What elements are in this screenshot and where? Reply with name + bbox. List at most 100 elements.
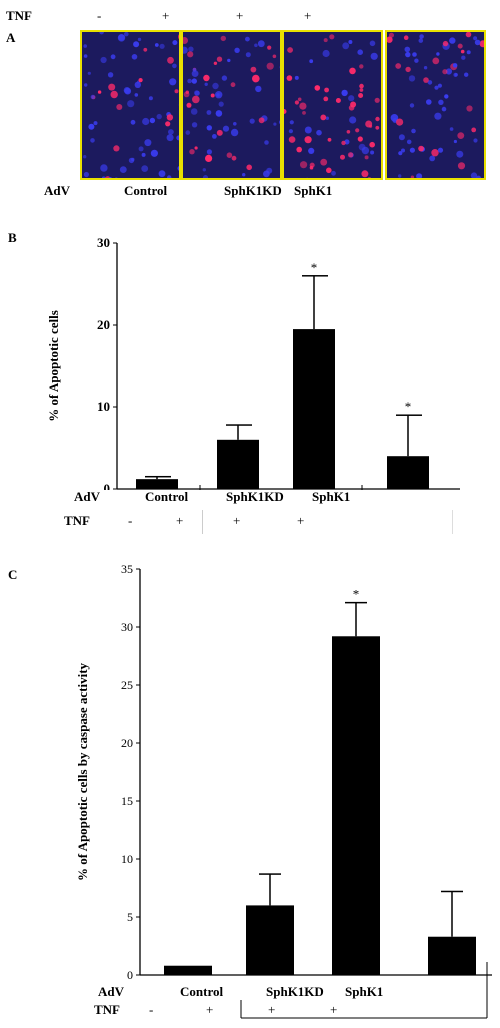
- nucleus: [194, 90, 200, 96]
- apoptotic-nucleus: [432, 57, 440, 65]
- apoptotic-nucleus: [405, 66, 411, 73]
- apoptotic-nucleus: [108, 83, 116, 91]
- nucleus: [461, 55, 466, 60]
- nucleus: [188, 46, 194, 52]
- panel-a-tnf-sign-1: -: [97, 8, 102, 23]
- apoptotic-nucleus: [166, 114, 174, 121]
- apoptotic-nucleus: [183, 37, 188, 44]
- nucleus: [426, 99, 432, 105]
- panel-c-tnf-sign-1: -: [149, 1002, 154, 1017]
- nucleus: [473, 138, 478, 143]
- apoptotic-nucleus: [442, 69, 448, 75]
- nucleus: [202, 168, 206, 172]
- bar: [387, 456, 429, 489]
- panel-b-chart: 0 10 20 30 % of Apoptotic cells * *: [46, 235, 460, 490]
- nucleus: [289, 120, 294, 125]
- nucleus: [115, 177, 118, 178]
- nucleus: [370, 52, 378, 60]
- nucleus: [141, 165, 149, 173]
- micrograph-sphk1kd-tnf: [282, 30, 383, 180]
- apoptotic-nucleus: [252, 74, 260, 83]
- apoptotic-nucleus: [286, 75, 293, 81]
- nucleus: [149, 117, 156, 124]
- nucleus: [370, 150, 375, 155]
- apoptotic-nucleus: [349, 67, 356, 75]
- nucleus: [263, 170, 270, 178]
- nucleus: [154, 43, 159, 47]
- nucleus: [150, 149, 158, 157]
- nucleus: [183, 46, 188, 54]
- apoptotic-nucleus: [387, 36, 393, 43]
- panel-c-tnf-sign-2: +: [206, 1002, 214, 1017]
- nucleus: [101, 176, 106, 178]
- nucleus: [427, 80, 433, 85]
- panel-c-tnf-label: TNF: [94, 1002, 120, 1017]
- apoptotic-nucleus: [284, 109, 287, 114]
- nucleus: [411, 128, 416, 134]
- nucleus: [445, 68, 452, 75]
- panel-a-tnf-sign-4: +: [304, 8, 312, 23]
- panel-a-tnf-sign-3: +: [236, 8, 244, 23]
- y-tick-label: 10: [97, 399, 110, 414]
- apoptotic-nucleus: [359, 64, 364, 69]
- apoptotic-nucleus: [431, 149, 439, 157]
- nucleus: [137, 37, 142, 42]
- apoptotic-nucleus: [466, 105, 473, 112]
- nucleus: [466, 50, 471, 55]
- nucleus: [254, 43, 258, 48]
- nucleus: [473, 36, 478, 41]
- nucleus: [437, 83, 442, 88]
- y-tick-label: 25: [121, 678, 133, 692]
- panel-c-bracket: [240, 962, 488, 1019]
- nucleus: [88, 123, 95, 130]
- panel-c-adv-label: AdV: [98, 984, 125, 999]
- nucleus: [409, 147, 415, 153]
- apoptotic-nucleus: [309, 162, 315, 168]
- panel-b-tnf-sign-1: -: [128, 513, 133, 528]
- nucleus: [398, 174, 402, 178]
- apoptotic-nucleus: [287, 47, 293, 53]
- nucleus: [401, 148, 405, 153]
- nucleus: [434, 112, 442, 120]
- nucleus: [212, 82, 219, 90]
- apoptotic-nucleus: [457, 132, 465, 139]
- nucleus: [191, 122, 198, 128]
- nucleus: [414, 58, 419, 63]
- nucleus: [100, 164, 108, 172]
- apoptotic-nucleus: [396, 118, 404, 126]
- apoptotic-nucleus: [138, 78, 143, 83]
- micrograph-control-tnf: [181, 30, 282, 180]
- nucleus: [406, 139, 412, 145]
- panel-a-adv-label: AdV: [44, 183, 71, 198]
- apoptotic-nucleus: [418, 145, 424, 152]
- nucleus: [100, 56, 107, 64]
- y-tick-label: 35: [121, 562, 133, 576]
- y-tick-label: 10: [121, 852, 133, 866]
- apoptotic-nucleus: [395, 63, 402, 69]
- nucleus: [158, 170, 166, 178]
- apoptotic-nucleus: [266, 62, 274, 70]
- nucleus: [148, 96, 153, 101]
- nucleus: [141, 152, 146, 157]
- panel-b-letter: B: [8, 230, 17, 245]
- apoptotic-nucleus: [300, 161, 308, 169]
- nucleus: [309, 59, 314, 64]
- nucleus: [107, 72, 114, 78]
- nucleus: [93, 121, 98, 126]
- apoptotic-nucleus: [323, 38, 328, 43]
- apoptotic-nucleus: [465, 32, 472, 38]
- panel-c-letter: C: [8, 567, 18, 582]
- apoptotic-nucleus: [460, 49, 465, 54]
- nucleus: [234, 47, 240, 53]
- panel-b-tnf-label: TNF: [64, 513, 90, 528]
- apoptotic-nucleus: [297, 97, 302, 102]
- apoptotic-nucleus: [250, 66, 257, 73]
- nucleus: [348, 40, 353, 44]
- apoptotic-nucleus: [299, 102, 307, 110]
- apoptotic-nucleus: [389, 32, 394, 38]
- panel-a-group-sphk1: SphK1: [294, 183, 333, 198]
- apoptotic-nucleus: [189, 149, 195, 155]
- panel-c-tnf-sign-4: +: [330, 1002, 338, 1017]
- apoptotic-nucleus: [423, 77, 429, 83]
- bar: [293, 329, 335, 489]
